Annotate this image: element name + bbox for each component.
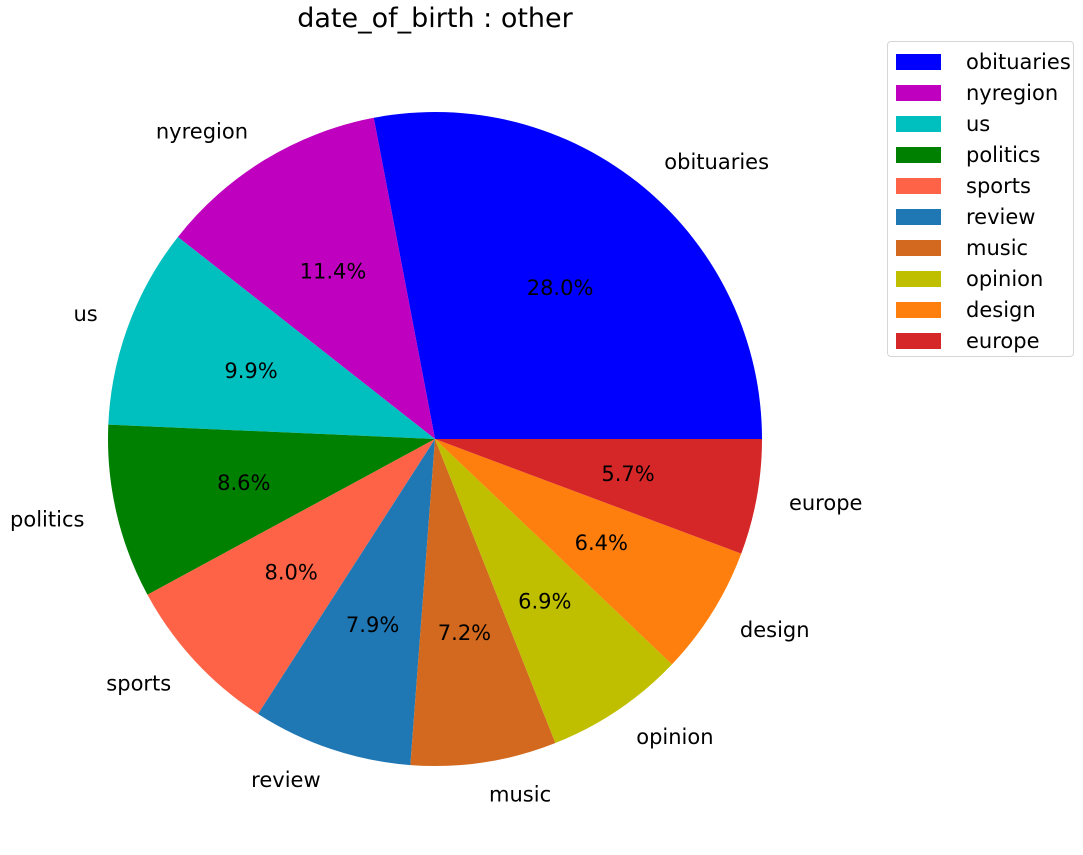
legend-item-obituaries: obituaries xyxy=(896,48,1071,76)
category-label-sports: sports xyxy=(106,672,171,696)
category-label-politics: politics xyxy=(10,508,84,532)
legend-item-music: music xyxy=(896,234,1028,262)
pct-label-politics: 8.6% xyxy=(217,471,270,495)
pct-label-opinion: 6.9% xyxy=(518,590,571,614)
legend-swatch-sports xyxy=(896,178,941,194)
legend-label-review: review xyxy=(966,205,1036,229)
pie-slice-us xyxy=(108,236,436,439)
legend-item-europe: europe xyxy=(896,327,1040,355)
legend-label-politics: politics xyxy=(966,143,1041,167)
legend-label-opinion: opinion xyxy=(966,267,1044,291)
category-label-music: music xyxy=(489,783,551,807)
category-labels: obituaries nyregion us politics sports review… xyxy=(10,120,862,807)
legend-swatch-opinion xyxy=(896,271,941,287)
pie-slice-europe xyxy=(435,439,762,554)
category-label-obituaries: obituaries xyxy=(664,150,769,174)
pie-slice-nyregion xyxy=(177,117,436,440)
pct-label-europe: 5.7% xyxy=(601,462,654,486)
legend-label-europe: europe xyxy=(966,329,1040,353)
pct-label-nyregion: 11.4% xyxy=(300,259,367,283)
legend-swatch-nyregion xyxy=(896,85,941,101)
legend-label-us: us xyxy=(966,112,991,136)
pie-slice-sports xyxy=(147,439,435,714)
legend-swatch-europe xyxy=(896,333,941,349)
legend-item-politics: politics xyxy=(896,141,1040,169)
pct-label-us: 9.9% xyxy=(224,359,277,383)
legend-label-obituaries: obituaries xyxy=(966,50,1071,74)
category-label-europe: europe xyxy=(789,491,863,515)
pie-slice-music xyxy=(410,439,556,766)
legend-swatch-politics xyxy=(896,147,941,163)
category-label-nyregion: nyregion xyxy=(156,120,248,144)
pie-slice-obituaries xyxy=(373,111,762,440)
pie-slice-design xyxy=(435,439,742,665)
pie-slice-review xyxy=(258,439,435,766)
category-label-review: review xyxy=(251,768,320,792)
legend-swatch-review xyxy=(896,209,941,225)
legend-item-sports: sports xyxy=(896,172,1031,200)
pie-slice-politics xyxy=(108,424,435,595)
legend-swatch-music xyxy=(896,240,941,256)
category-label-design: design xyxy=(740,618,810,642)
category-label-us: us xyxy=(73,302,97,326)
pie-slice-opinion xyxy=(435,439,672,744)
chart-title: date_of_birth : other xyxy=(297,3,573,34)
pct-label-design: 6.4% xyxy=(575,531,628,555)
legend-label-sports: sports xyxy=(966,174,1031,198)
legend-label-nyregion: nyregion xyxy=(966,81,1059,105)
legend-item-us: us xyxy=(896,110,990,138)
legend-swatch-design xyxy=(896,302,941,318)
category-label-opinion: opinion xyxy=(636,725,713,749)
percentage-labels: 28.0% 11.4% 9.9% 8.6% 8.0% 7.9% 7.2% 6.9% 6.4% 5.… xyxy=(217,259,655,645)
pct-label-obituaries: 28.0% xyxy=(527,276,594,300)
legend-item-review: review xyxy=(896,203,1035,231)
legend-swatch-us xyxy=(896,116,941,132)
pct-label-sports: 8.0% xyxy=(264,560,317,584)
pie-slices xyxy=(108,111,762,766)
legend-swatch-obituaries xyxy=(896,54,941,70)
legend-item-design: design xyxy=(896,296,1036,324)
pct-label-music: 7.2% xyxy=(438,621,491,645)
legend-item-nyregion: nyregion xyxy=(896,79,1058,107)
legend-label-music: music xyxy=(966,236,1029,260)
pct-label-review: 7.9% xyxy=(346,613,399,637)
legend-item-opinion: opinion xyxy=(896,265,1043,293)
legend-label-design: design xyxy=(966,298,1036,322)
legend: obituaries nyregion us politics sports review… xyxy=(887,41,1074,357)
